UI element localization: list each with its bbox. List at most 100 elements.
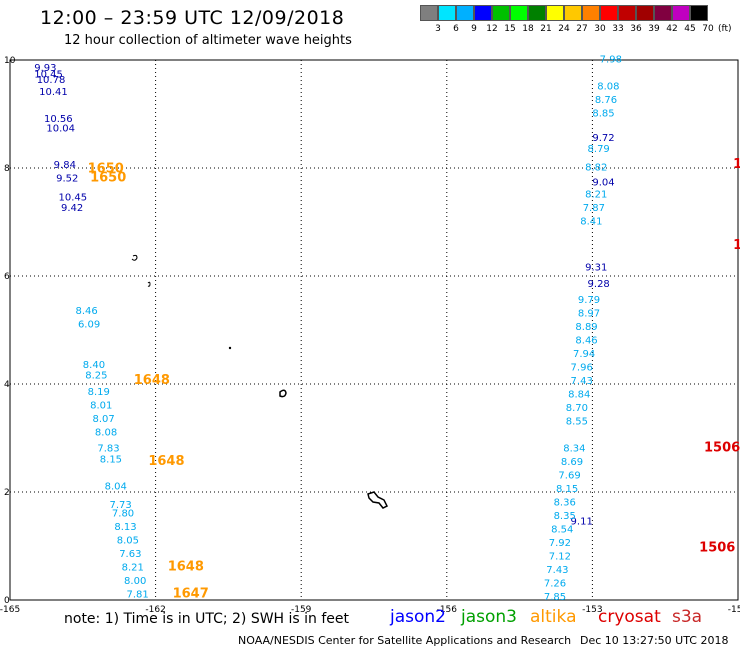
color-scale-label: 15 — [504, 24, 516, 34]
data-label-jason3: 8.36 — [554, 498, 576, 509]
data-label-jason2: 9.52 — [56, 174, 78, 185]
footer-timestamp: Dec 10 13:27:50 UTC 2018 — [580, 634, 729, 647]
island-outline — [131, 254, 138, 261]
data-label-jason3: 8.34 — [563, 444, 585, 455]
data-label-altika: 1650 — [88, 161, 124, 176]
data-label-jason2: 9.04 — [592, 177, 614, 188]
data-label-jason3: 8.84 — [568, 390, 590, 401]
data-label-altika: 1647 — [173, 586, 209, 601]
data-label-jason2: 10.45 — [59, 192, 88, 203]
data-label-jason3: 7.92 — [549, 538, 571, 549]
data-label-jason3: 8.19 — [88, 387, 110, 398]
footer-credit: NOAA/NESDIS Center for Satellite Applica… — [238, 634, 572, 647]
data-label-jason3: 8.21 — [122, 562, 144, 573]
data-label-jason3: 8.54 — [551, 525, 573, 536]
data-label-jason3: 7.43 — [571, 376, 593, 387]
data-label-jason3: 8.79 — [588, 144, 610, 155]
data-label-jason3: 7.12 — [549, 552, 571, 563]
data-label-jason3: 8.07 — [93, 414, 115, 425]
data-label-jason3: 7.94 — [573, 349, 595, 360]
color-swatch — [582, 5, 600, 21]
color-scale-label: 45 — [684, 24, 696, 34]
color-scale-label: 33 — [612, 24, 624, 34]
legend-item-cryosat: cryosat — [598, 607, 661, 627]
data-label-jason3: 7.98 — [600, 55, 622, 66]
data-label-cryosat: 1506 — [699, 540, 735, 555]
data-label-jason2: 9.84 — [54, 160, 76, 171]
color-swatch — [600, 5, 618, 21]
data-label-jason3: 8.46 — [76, 306, 98, 317]
y-tick-label: 0 — [4, 596, 10, 606]
island-outline — [147, 281, 151, 287]
y-tick-label: 8 — [4, 164, 10, 174]
y-tick-label: 10 — [4, 56, 16, 66]
data-label-jason3: 7.81 — [126, 589, 148, 600]
color-scale-label: 30 — [594, 24, 606, 34]
data-label-jason2: 10.45 — [34, 69, 63, 80]
data-label-jason3: 9.79 — [578, 295, 600, 306]
color-swatch — [420, 5, 438, 21]
data-label-jason3: 8.08 — [597, 82, 619, 93]
data-label-jason2: 10.78 — [37, 75, 66, 86]
legend-item-s3a: s3a — [672, 607, 703, 627]
data-label-jason3: 8.82 — [585, 163, 607, 174]
y-tick-label: 4 — [4, 380, 10, 390]
data-label-jason3: 8.00 — [124, 576, 146, 587]
data-label-jason3: 8.05 — [117, 535, 139, 546]
data-label-jason2: 9.28 — [588, 279, 610, 290]
color-scale-label: 9 — [471, 24, 477, 34]
y-tick-label: 2 — [4, 488, 10, 498]
color-scale-label: 24 — [558, 24, 570, 34]
page-title: 12:00 – 23:59 UTC 12/09/2018 — [40, 7, 345, 29]
data-label-jason3: 7.83 — [97, 444, 119, 455]
data-label-jason3: 8.85 — [592, 109, 614, 120]
data-label-jason3: 8.97 — [578, 309, 600, 320]
coastline-islands — [131, 254, 389, 509]
data-label-jason2: 9.31 — [585, 263, 607, 274]
legend-item-jason3: jason3 — [461, 607, 517, 627]
color-scale-label: 70 — [702, 24, 714, 34]
color-swatch — [492, 5, 510, 21]
plot-frame — [9, 59, 739, 601]
color-scale-label: 42 — [666, 24, 678, 34]
color-swatch — [510, 5, 528, 21]
data-label-jason3: 7.69 — [558, 471, 580, 482]
x-tick-label: -156 — [437, 605, 458, 615]
island-outline — [279, 389, 287, 398]
color-scale-label: 39 — [648, 24, 660, 34]
color-swatch — [438, 5, 456, 21]
data-label-jason2: 9.93 — [34, 63, 56, 74]
color-swatch — [456, 5, 474, 21]
data-label-jason3: 8.15 — [556, 484, 578, 495]
data-label-jason3: 8.41 — [580, 217, 602, 228]
x-tick-label: -159 — [291, 605, 312, 615]
color-swatch — [546, 5, 564, 21]
data-label-jason2: 9.11 — [571, 516, 593, 527]
color-scale-label: 12 — [486, 24, 498, 34]
legend-item-altika: altika — [530, 607, 577, 627]
data-label-altika: 1648 — [134, 373, 170, 388]
data-label-jason3: 8.01 — [90, 400, 112, 411]
data-label-jason3: 7.63 — [119, 549, 141, 560]
x-tick-label: -150 — [728, 605, 740, 615]
data-label-jason3: 8.04 — [105, 481, 127, 492]
data-label-jason3: 8.08 — [95, 427, 117, 438]
data-label-jason3: 8.89 — [575, 322, 597, 333]
chart-axes: -165 -162 -159 -156 -153 -150 0 2 4 6 8 10 — [0, 56, 740, 615]
page-subtitle: 12 hour collection of altimeter wave hei… — [64, 33, 352, 48]
data-label-cryosat: 1506 — [704, 441, 740, 456]
color-swatch — [690, 5, 708, 21]
data-label-altika: 1648 — [168, 559, 204, 574]
data-label-jason2: 10.41 — [39, 87, 68, 98]
data-label-jason3: 7.96 — [571, 363, 593, 374]
color-scale-label: 18 — [522, 24, 534, 34]
color-swatch — [618, 5, 636, 21]
data-label-jason3: 8.35 — [554, 511, 576, 522]
data-label-jason3: 8.69 — [561, 457, 583, 468]
data-label-jason3: 8.76 — [595, 95, 617, 106]
data-label-jason3: 7.73 — [109, 500, 131, 511]
color-swatch — [636, 5, 654, 21]
data-label-jason3: 7.43 — [546, 565, 568, 576]
color-swatch — [564, 5, 582, 21]
